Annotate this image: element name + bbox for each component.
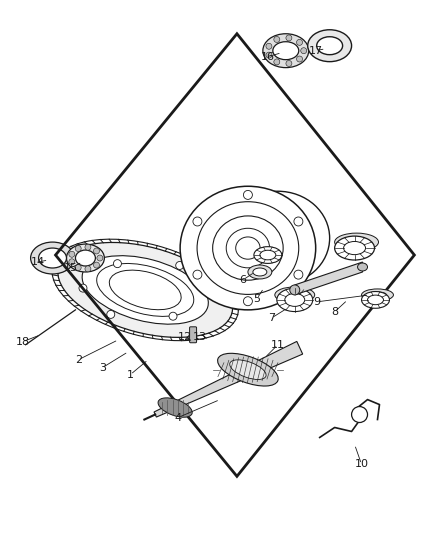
Circle shape	[274, 36, 280, 43]
Ellipse shape	[230, 360, 266, 379]
Ellipse shape	[284, 291, 306, 299]
Ellipse shape	[345, 237, 368, 247]
Text: 2: 2	[75, 354, 82, 365]
Ellipse shape	[368, 292, 386, 298]
Ellipse shape	[75, 250, 95, 266]
Text: 16: 16	[261, 52, 275, 62]
Ellipse shape	[52, 239, 238, 341]
Text: 6: 6	[240, 275, 247, 285]
Text: 5: 5	[253, 294, 260, 304]
Ellipse shape	[31, 242, 74, 274]
Text: 12: 12	[178, 332, 192, 342]
Ellipse shape	[197, 201, 299, 294]
Ellipse shape	[285, 293, 305, 306]
Ellipse shape	[273, 42, 299, 60]
Ellipse shape	[317, 37, 343, 55]
Ellipse shape	[275, 287, 314, 303]
Circle shape	[69, 251, 75, 257]
Circle shape	[169, 312, 177, 320]
Ellipse shape	[335, 236, 374, 260]
Ellipse shape	[39, 248, 67, 268]
Circle shape	[286, 60, 292, 67]
Ellipse shape	[67, 244, 104, 272]
FancyBboxPatch shape	[190, 327, 197, 343]
Circle shape	[97, 255, 103, 261]
Ellipse shape	[218, 353, 278, 386]
Text: 11: 11	[271, 340, 285, 350]
Text: 3: 3	[99, 362, 106, 373]
Circle shape	[113, 260, 121, 268]
Circle shape	[85, 244, 91, 250]
Ellipse shape	[361, 292, 389, 308]
Circle shape	[274, 59, 280, 65]
Circle shape	[244, 297, 252, 306]
Circle shape	[69, 259, 75, 265]
Ellipse shape	[308, 30, 352, 62]
Ellipse shape	[253, 268, 267, 276]
Ellipse shape	[277, 288, 313, 312]
Ellipse shape	[248, 223, 272, 243]
Circle shape	[297, 39, 303, 45]
Circle shape	[244, 190, 252, 199]
Circle shape	[107, 310, 115, 318]
Circle shape	[266, 43, 272, 49]
Ellipse shape	[248, 265, 272, 279]
Text: 8: 8	[331, 307, 338, 317]
Circle shape	[204, 288, 212, 296]
Ellipse shape	[290, 285, 300, 295]
Circle shape	[85, 266, 91, 272]
Ellipse shape	[335, 233, 378, 251]
Ellipse shape	[180, 186, 316, 310]
Text: 10: 10	[354, 459, 368, 470]
Ellipse shape	[263, 34, 309, 68]
Ellipse shape	[361, 289, 393, 301]
Ellipse shape	[226, 191, 330, 285]
Circle shape	[75, 246, 81, 252]
Circle shape	[286, 35, 292, 41]
Text: 14: 14	[31, 257, 45, 267]
Ellipse shape	[58, 243, 233, 337]
Circle shape	[294, 217, 303, 226]
Circle shape	[79, 284, 87, 292]
Text: 18: 18	[16, 337, 30, 347]
Circle shape	[297, 56, 303, 62]
Polygon shape	[295, 262, 363, 295]
Circle shape	[93, 262, 99, 268]
Ellipse shape	[357, 263, 367, 271]
Text: 7: 7	[268, 313, 276, 323]
Circle shape	[193, 270, 202, 279]
Ellipse shape	[110, 270, 181, 310]
Circle shape	[352, 407, 367, 423]
Text: 13: 13	[193, 332, 207, 342]
Circle shape	[294, 270, 303, 279]
Circle shape	[266, 52, 272, 58]
Ellipse shape	[213, 216, 283, 280]
Ellipse shape	[343, 241, 366, 255]
Text: 4: 4	[175, 413, 182, 423]
Ellipse shape	[226, 228, 270, 268]
Ellipse shape	[82, 256, 208, 324]
Circle shape	[93, 248, 99, 254]
Circle shape	[193, 217, 202, 226]
Ellipse shape	[236, 237, 260, 259]
Text: 17: 17	[309, 46, 323, 55]
Text: 1: 1	[127, 370, 134, 379]
Ellipse shape	[284, 223, 307, 243]
Ellipse shape	[254, 247, 282, 263]
Ellipse shape	[260, 251, 276, 260]
Text: 9: 9	[313, 297, 320, 307]
Ellipse shape	[158, 398, 192, 417]
Text: 15: 15	[64, 263, 78, 273]
Ellipse shape	[367, 295, 384, 305]
Circle shape	[75, 264, 81, 271]
Ellipse shape	[97, 263, 194, 317]
Circle shape	[301, 47, 307, 54]
Polygon shape	[154, 342, 303, 417]
Circle shape	[176, 262, 184, 270]
